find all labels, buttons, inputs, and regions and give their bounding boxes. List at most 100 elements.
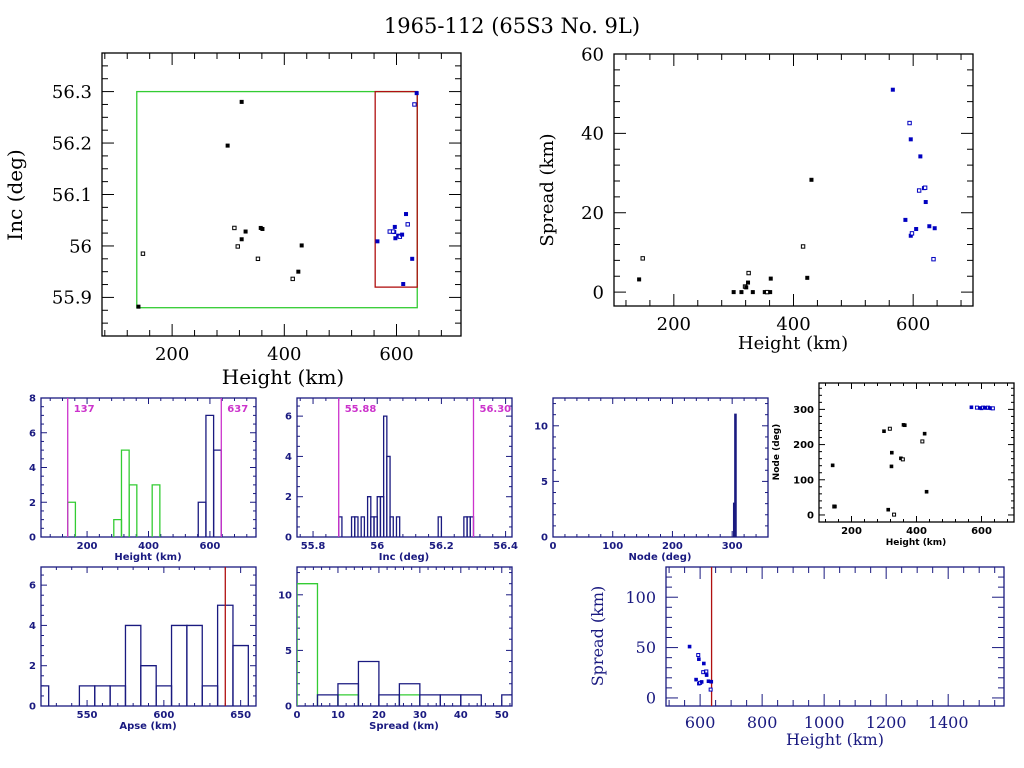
- data-point-black: [805, 275, 810, 280]
- x-tick-label: 56: [370, 541, 384, 552]
- y-axis-label: Spread (km): [588, 586, 607, 687]
- x-axis-label: Height (km): [786, 730, 884, 749]
- x-tick-label: 50: [495, 710, 509, 721]
- data-point-black: [900, 457, 905, 462]
- data-point-black: [746, 270, 751, 276]
- y-tick-label: 300: [793, 405, 814, 416]
- data-point-blue: [401, 282, 406, 287]
- y-tick-label: 200: [793, 440, 814, 451]
- y-tick-label: 0: [807, 510, 814, 521]
- histogram-bar-navy: [357, 660, 380, 706]
- x-tick-label: 0: [550, 541, 557, 552]
- data-point-blue: [375, 239, 380, 244]
- plot-area: [687, 567, 714, 706]
- data-point-black: [136, 304, 141, 309]
- histogram-bar-navy: [354, 516, 359, 537]
- y-tick-label: 4: [29, 621, 36, 632]
- x-tick-label: 200: [657, 314, 691, 335]
- x-tick-label: 40: [454, 710, 468, 721]
- data-point-black: [887, 426, 892, 431]
- histogram-bar-navy: [140, 665, 157, 706]
- x-tick-label: 1000: [804, 713, 845, 732]
- data-point-blue: [708, 687, 713, 692]
- y-axis-label: Node (deg): [772, 424, 782, 481]
- data-point-black: [744, 285, 749, 290]
- x-tick-label: 56.2: [429, 541, 454, 552]
- data-point-black: [235, 244, 240, 249]
- histogram-bar-navy: [734, 413, 737, 537]
- histogram-bar-navy: [124, 624, 142, 706]
- histogram-bar-navy: [419, 694, 441, 706]
- histogram-bar-navy: [205, 414, 215, 537]
- histogram-bar-navy: [386, 455, 391, 537]
- x-axis-label: Height (km): [886, 538, 947, 548]
- chart-apse-hist: 550 600 650 0 2 4 6 Apse (km): [29, 566, 257, 732]
- data-point-black: [243, 229, 248, 234]
- data-point-blue: [410, 256, 415, 261]
- data-point-black: [299, 243, 304, 248]
- y-tick-label: 8: [29, 394, 36, 405]
- y-tick-label: 50: [636, 638, 656, 657]
- x-tick-label: 0: [294, 710, 301, 721]
- data-point-blue: [404, 212, 409, 217]
- data-point-black: [830, 463, 835, 468]
- x-tick-label: 200: [155, 344, 189, 365]
- histogram-bar-navy: [197, 501, 207, 537]
- data-point-blue: [709, 679, 714, 684]
- plot-area: [136, 90, 419, 309]
- chart-node-hist: 0 100 200 300 0 5 10 Node (deg): [534, 397, 769, 563]
- histogram-bar-navy: [232, 644, 249, 706]
- x-axis-label: Height (km): [738, 333, 848, 354]
- data-point-black: [640, 256, 645, 261]
- y-tick-label: 0: [29, 533, 36, 544]
- data-point-blue: [694, 677, 698, 682]
- data-point-black: [232, 225, 237, 231]
- histogram-bar-navy: [212, 449, 222, 537]
- chart-height-hist: 200 400 600 0 2 4 6 8 Height (km) 137 637: [29, 394, 257, 563]
- histogram-bar-green: [113, 518, 123, 537]
- plot-frame: [665, 566, 1005, 707]
- data-point-blue: [890, 87, 895, 92]
- histogram-bar-navy: [316, 694, 339, 706]
- x-tick-label: 200: [77, 541, 98, 552]
- histogram-bar-navy: [94, 685, 111, 706]
- x-tick-label: 400: [906, 526, 927, 537]
- data-point-blue: [969, 405, 974, 410]
- histogram-bar-navy: [395, 516, 401, 537]
- x-axis-label: Inc (deg): [379, 552, 430, 563]
- y-tick-label: 55.9: [52, 288, 92, 309]
- y-tick-label: 5: [541, 477, 548, 488]
- data-point-black: [239, 237, 244, 242]
- histogram-bar-green: [398, 694, 421, 706]
- data-point-blue: [687, 644, 692, 649]
- y-tick-label: 0: [29, 702, 36, 713]
- histogram-bar-navy: [186, 624, 203, 706]
- data-point-blue: [907, 120, 912, 126]
- data-point-blue: [914, 227, 919, 232]
- y-tick-label: 20: [581, 203, 604, 224]
- histogram-bar-navy: [360, 516, 366, 537]
- data-point-blue: [414, 91, 419, 96]
- data-point-black: [140, 251, 146, 256]
- data-point-black: [889, 464, 894, 469]
- x-axis-label: Height (km): [222, 365, 344, 389]
- limit-label: 55.88: [345, 404, 377, 415]
- data-point-black: [739, 290, 744, 295]
- y-tick-label: 6: [285, 412, 292, 423]
- data-point-blue: [923, 200, 928, 205]
- y-tick-label: 56.3: [52, 82, 92, 103]
- data-point-black: [260, 226, 265, 231]
- plot-area: [830, 405, 995, 517]
- chart-spread-vs-height-wide: 600 800 1000 1200 1400 0 50 100 Height (km) Sprea…: [588, 566, 1005, 749]
- data-point-blue: [405, 222, 410, 227]
- y-tick-label: 56: [69, 236, 92, 257]
- x-axis-label: Spread (km): [369, 721, 439, 732]
- x-tick-label: 1200: [866, 713, 907, 732]
- chart-inc-hist: 55.8 56 56.2 56.4 0 2 4 6 Inc (deg) 55.88 56.30: [285, 397, 518, 563]
- y-tick-label: 56.1: [52, 185, 92, 206]
- data-point-black: [746, 280, 751, 285]
- data-point-blue: [390, 229, 396, 234]
- plot-frame: [40, 397, 257, 538]
- y-tick-label: 0: [285, 702, 292, 713]
- data-point-black: [922, 431, 927, 436]
